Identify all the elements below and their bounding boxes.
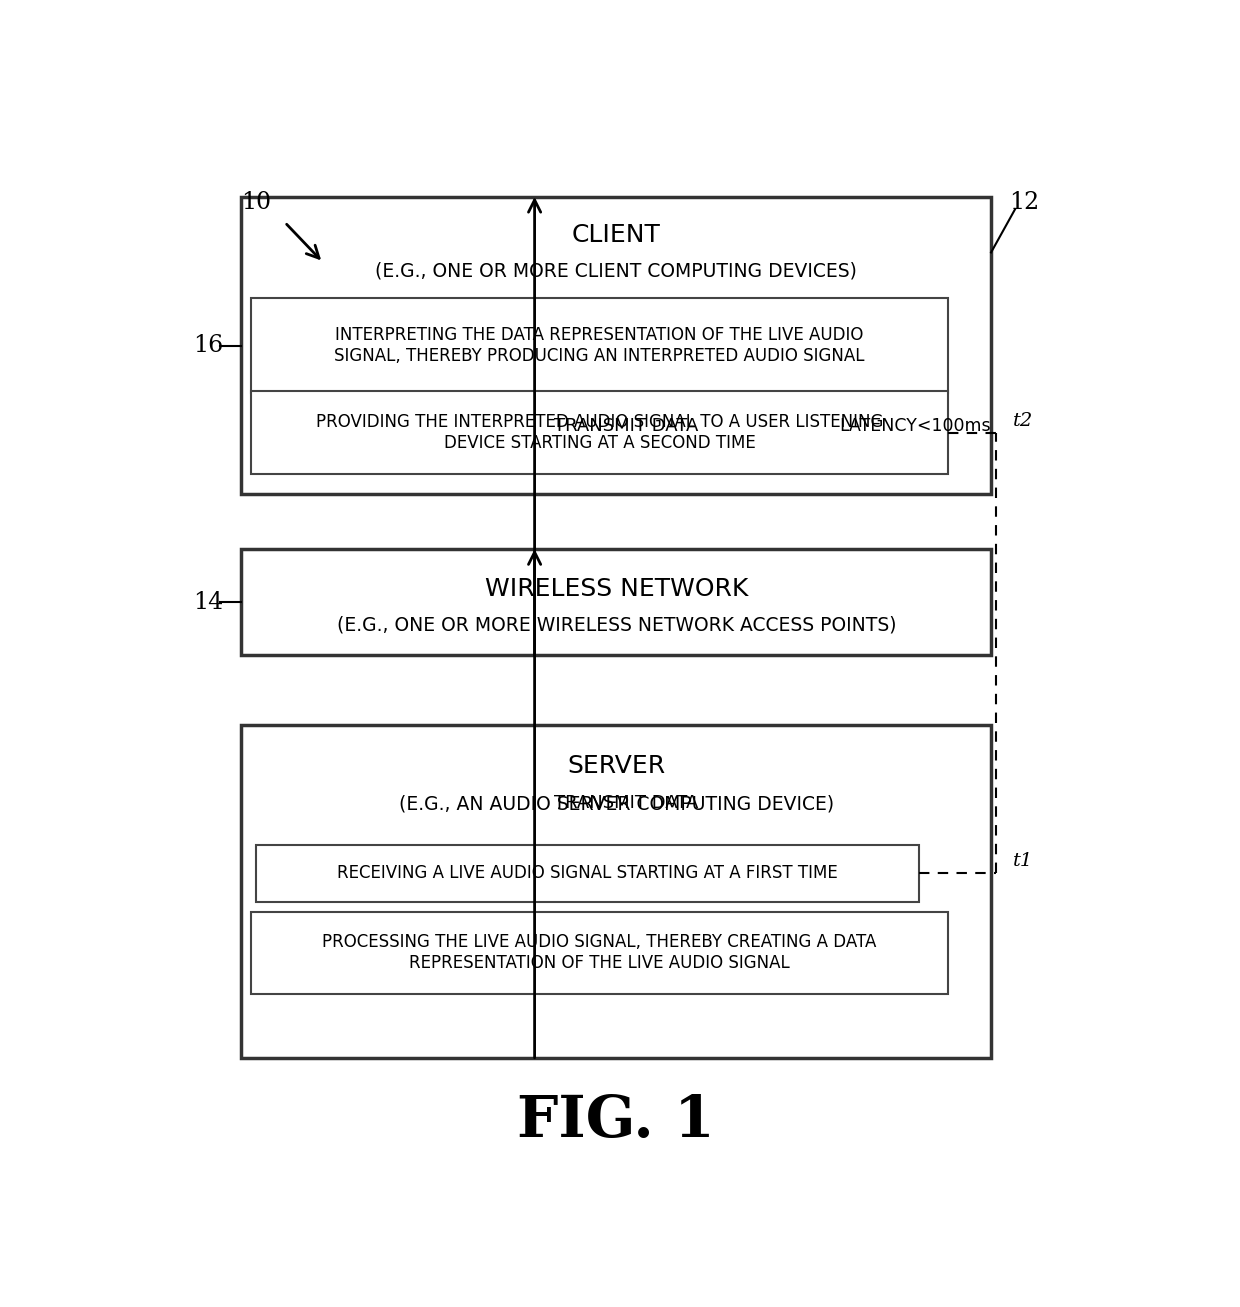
Text: 16: 16	[192, 335, 223, 357]
FancyBboxPatch shape	[250, 298, 947, 393]
Text: 14: 14	[192, 591, 223, 614]
Text: 10: 10	[241, 191, 272, 213]
Text: FIG. 1: FIG. 1	[517, 1093, 715, 1149]
Text: 12: 12	[1009, 191, 1040, 213]
FancyBboxPatch shape	[250, 912, 947, 995]
Text: (E.G., ONE OR MORE CLIENT COMPUTING DEVICES): (E.G., ONE OR MORE CLIENT COMPUTING DEVI…	[376, 261, 857, 280]
Text: PROCESSING THE LIVE AUDIO SIGNAL, THEREBY CREATING A DATA
REPRESENTATION OF THE : PROCESSING THE LIVE AUDIO SIGNAL, THEREB…	[322, 933, 877, 972]
Text: SERVER: SERVER	[567, 754, 666, 778]
Text: TRANSMIT DATA: TRANSMIT DATA	[554, 795, 698, 813]
Text: LATENCY<100ms: LATENCY<100ms	[839, 417, 991, 435]
Text: WIRELESS NETWORK: WIRELESS NETWORK	[485, 578, 748, 601]
Text: t2: t2	[1013, 412, 1033, 430]
Text: TRANSMIT DATA: TRANSMIT DATA	[554, 417, 698, 435]
Text: PROVIDING THE INTERPRETED AUDIO SIGNAL TO A USER LISTENING
DEVICE STARTING AT A : PROVIDING THE INTERPRETED AUDIO SIGNAL T…	[316, 413, 883, 452]
Text: (E.G., AN AUDIO SERVER COMPUTING DEVICE): (E.G., AN AUDIO SERVER COMPUTING DEVICE)	[399, 795, 833, 813]
Text: t1: t1	[1013, 852, 1033, 870]
Text: RECEIVING A LIVE AUDIO SIGNAL STARTING AT A FIRST TIME: RECEIVING A LIVE AUDIO SIGNAL STARTING A…	[337, 864, 838, 882]
Text: INTERPRETING THE DATA REPRESENTATION OF THE LIVE AUDIO
SIGNAL, THEREBY PRODUCING: INTERPRETING THE DATA REPRESENTATION OF …	[335, 327, 864, 365]
FancyBboxPatch shape	[255, 846, 919, 902]
FancyBboxPatch shape	[242, 197, 991, 494]
FancyBboxPatch shape	[250, 391, 947, 474]
Text: CLIENT: CLIENT	[572, 223, 661, 247]
FancyBboxPatch shape	[242, 725, 991, 1057]
Text: (E.G., ONE OR MORE WIRELESS NETWORK ACCESS POINTS): (E.G., ONE OR MORE WIRELESS NETWORK ACCE…	[336, 616, 897, 635]
FancyBboxPatch shape	[242, 549, 991, 655]
